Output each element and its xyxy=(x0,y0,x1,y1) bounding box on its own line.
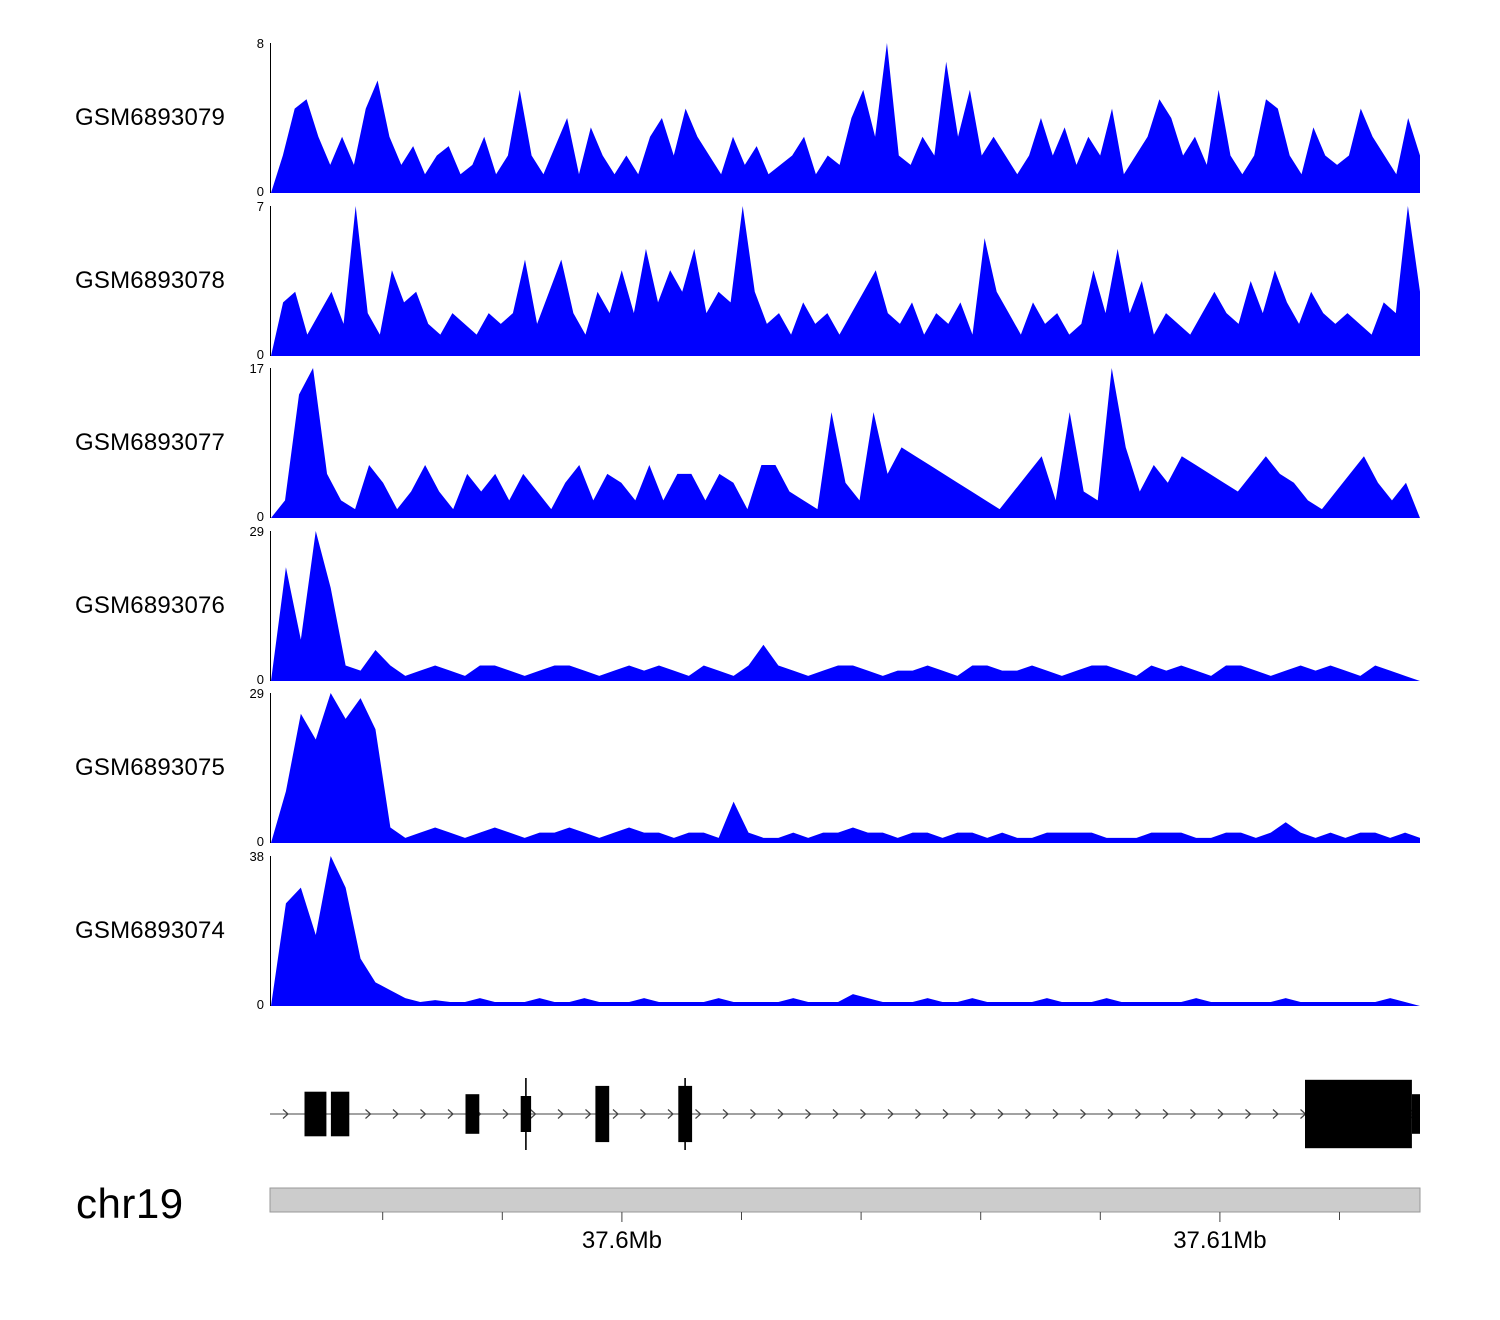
strand-arrow-icon xyxy=(1025,1109,1032,1119)
strand-arrow-icon xyxy=(805,1109,812,1119)
strand-arrow-icon xyxy=(1217,1109,1224,1119)
strand-arrow-icon xyxy=(1080,1109,1087,1119)
strand-arrow-icon xyxy=(860,1109,867,1119)
strand-arrow-icon xyxy=(282,1109,289,1119)
y-axis-max-label: 29 xyxy=(249,523,264,539)
coverage-tracks: GSM6893079 8 0 GSM6893078 7 0 GSM6893077 17 0 GSM… xyxy=(0,37,1500,1018)
exon-box xyxy=(330,1091,350,1137)
strand-arrow-icon xyxy=(1245,1109,1252,1119)
coverage-track-row: GSM6893077 17 0 xyxy=(0,362,1500,523)
strand-arrow-icon xyxy=(612,1109,619,1119)
strand-arrow-icon xyxy=(777,1109,784,1119)
y-axis-max-label: 38 xyxy=(249,848,264,864)
strand-arrow-icon xyxy=(667,1109,674,1119)
coverage-plot xyxy=(271,43,1420,193)
strand-arrow-icon xyxy=(447,1109,454,1119)
strand-arrow-icon xyxy=(722,1109,729,1119)
chromosome-label: chr19 xyxy=(76,1180,184,1227)
coverage-plot xyxy=(271,530,1420,681)
coverage-plot xyxy=(271,205,1420,356)
strand-arrow-icon xyxy=(887,1109,894,1119)
axis-tick-label: 37.61Mb xyxy=(1173,1227,1266,1254)
y-axis-zero-label: 0 xyxy=(256,834,264,849)
strand-arrow-icon xyxy=(1272,1109,1279,1119)
y-axis-zero-label: 0 xyxy=(256,184,264,199)
strand-arrow-icon xyxy=(585,1109,592,1119)
coverage-area xyxy=(271,855,1420,1006)
strand-arrow-icon xyxy=(392,1109,399,1119)
coverage-track-row: GSM6893074 38 0 xyxy=(0,850,1500,1011)
strand-arrow-icon xyxy=(832,1109,839,1119)
track-label: GSM6893079 xyxy=(75,104,226,131)
y-axis-max-label: 17 xyxy=(249,361,264,376)
strand-arrow-icon xyxy=(942,1109,949,1119)
coverage-plot xyxy=(271,693,1420,843)
strand-arrow-icon xyxy=(1107,1109,1114,1119)
y-axis-zero-label: 0 xyxy=(256,671,264,687)
strand-arrow-icon xyxy=(1052,1109,1059,1119)
coverage-plot xyxy=(271,855,1420,1006)
gene-model-track xyxy=(270,1078,1420,1150)
strand-arrow-icon xyxy=(1135,1109,1142,1119)
coverage-plot xyxy=(271,368,1420,518)
y-axis-zero-label: 0 xyxy=(256,346,264,362)
strand-arrow-icon xyxy=(997,1109,1004,1119)
track-plot: 29 0 xyxy=(250,525,1420,686)
strand-arrow-icon xyxy=(1190,1109,1197,1119)
gene-model-plot xyxy=(270,1078,1420,1150)
track-plot: 38 0 xyxy=(250,850,1420,1011)
exon-box xyxy=(465,1094,480,1134)
track-plot: 17 0 xyxy=(250,362,1420,523)
strand-arrow-icon xyxy=(502,1109,509,1119)
y-axis-max-label: 8 xyxy=(256,36,264,51)
exon-box xyxy=(595,1085,610,1143)
exon-box xyxy=(304,1091,327,1137)
coverage-area xyxy=(271,530,1420,681)
coverage-track-row: GSM6893079 8 0 xyxy=(0,37,1500,198)
y-axis-max-label: 7 xyxy=(256,198,264,214)
strand-arrow-icon xyxy=(970,1109,977,1119)
coverage-area xyxy=(271,43,1420,193)
strand-arrow-icon xyxy=(750,1109,757,1119)
exon-box xyxy=(1305,1079,1412,1149)
track-plot: 29 0 xyxy=(250,687,1420,848)
strand-arrow-icon xyxy=(915,1109,922,1119)
genome-axis-plot: 37.6Mb 37.61Mb xyxy=(269,1187,1421,1254)
y-axis-zero-label: 0 xyxy=(256,509,264,524)
genome-axis-row: 37.6Mb 37.61Mb xyxy=(269,1187,1421,1268)
strand-arrow-icon xyxy=(1162,1109,1169,1119)
strand-arrow-icon xyxy=(365,1109,372,1119)
coverage-area xyxy=(271,205,1420,356)
track-label: GSM6893078 xyxy=(75,266,226,294)
strand-arrow-icon xyxy=(640,1109,647,1119)
chromosome-ideogram xyxy=(269,1187,1421,1213)
coverage-track-row: GSM6893076 29 0 xyxy=(0,525,1500,686)
strand-arrow-icon xyxy=(420,1109,427,1119)
track-label: GSM6893074 xyxy=(75,916,226,944)
coverage-track-row: GSM6893078 7 0 xyxy=(0,200,1500,361)
track-label: GSM6893076 xyxy=(75,591,226,619)
exon-box xyxy=(520,1096,532,1132)
y-axis-max-label: 29 xyxy=(249,686,264,701)
coverage-area xyxy=(271,693,1420,843)
exon-box xyxy=(678,1085,693,1143)
track-label: GSM6893077 xyxy=(75,429,226,456)
axis-tick-label: 37.6Mb xyxy=(582,1227,662,1254)
strand-arrow-icon xyxy=(557,1109,564,1119)
strand-arrow-icon xyxy=(695,1109,702,1119)
strand-arrow-icon xyxy=(530,1109,537,1119)
coverage-area xyxy=(271,368,1420,518)
exon-box xyxy=(1412,1094,1420,1134)
coverage-track-row: GSM6893075 29 0 xyxy=(0,687,1500,848)
track-label: GSM6893075 xyxy=(75,754,226,781)
y-axis-zero-label: 0 xyxy=(256,996,264,1012)
